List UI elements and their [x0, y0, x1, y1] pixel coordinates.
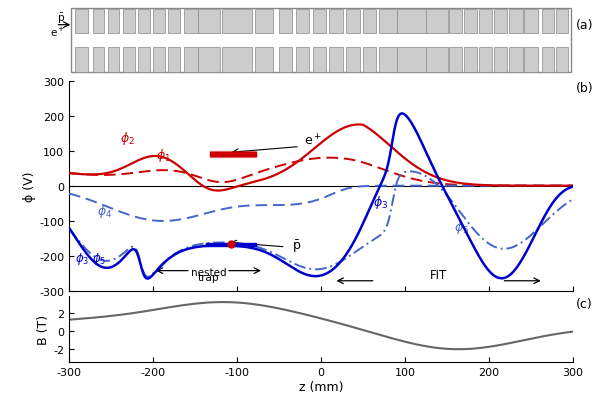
Text: $\phi_3\ \phi_5$: $\phi_3\ \phi_5$: [75, 250, 106, 266]
Bar: [524, 48, 538, 72]
Text: (c): (c): [575, 297, 592, 310]
Bar: [397, 48, 427, 72]
Text: $\mathrm{e}^+$: $\mathrm{e}^+$: [50, 26, 65, 39]
Y-axis label: B (T): B (T): [37, 315, 50, 345]
Bar: [107, 10, 119, 34]
Bar: [509, 10, 523, 34]
Bar: [222, 48, 252, 72]
Bar: [184, 10, 197, 34]
Bar: [329, 48, 343, 72]
Bar: [296, 48, 309, 72]
Bar: [346, 10, 359, 34]
Bar: [199, 10, 220, 34]
Bar: [426, 48, 448, 72]
Bar: [153, 10, 165, 34]
Text: trap: trap: [197, 273, 219, 282]
Text: $\phi_2$: $\phi_2$: [121, 130, 135, 147]
Bar: [494, 10, 508, 34]
Bar: [556, 10, 568, 34]
Bar: [329, 10, 343, 34]
Bar: [75, 48, 88, 72]
Bar: [363, 10, 376, 34]
Bar: [542, 48, 554, 72]
Bar: [363, 48, 376, 72]
Bar: [479, 10, 493, 34]
Bar: [92, 48, 104, 72]
Bar: [379, 10, 397, 34]
Text: $\bar{\mathrm{p}}$: $\bar{\mathrm{p}}$: [292, 238, 301, 255]
Bar: [138, 48, 149, 72]
Bar: [168, 48, 180, 72]
Bar: [346, 48, 359, 72]
Bar: [184, 48, 197, 72]
Bar: [449, 10, 462, 34]
Bar: [449, 48, 462, 72]
Bar: [92, 10, 104, 34]
Text: $\phi_1$: $\phi_1$: [155, 147, 170, 164]
Y-axis label: ϕ (V): ϕ (V): [23, 171, 36, 201]
Bar: [75, 10, 88, 34]
Bar: [222, 10, 252, 34]
Bar: [123, 48, 134, 72]
Bar: [542, 10, 554, 34]
Bar: [509, 48, 523, 72]
Bar: [296, 10, 309, 34]
Bar: [426, 10, 448, 34]
Bar: [464, 10, 477, 34]
Text: $\bar{\mathrm{p}}$: $\bar{\mathrm{p}}$: [56, 12, 65, 26]
Bar: [494, 48, 508, 72]
Bar: [138, 10, 149, 34]
Text: $\phi_3$: $\phi_3$: [373, 194, 388, 210]
Bar: [313, 48, 326, 72]
Bar: [464, 48, 477, 72]
Text: (a): (a): [575, 19, 593, 32]
Bar: [397, 10, 427, 34]
Text: $\phi_4$: $\phi_4$: [97, 203, 112, 220]
X-axis label: z (mm): z (mm): [299, 380, 343, 393]
Bar: [479, 48, 493, 72]
Bar: [168, 10, 180, 34]
Bar: [313, 10, 326, 34]
Bar: [279, 10, 292, 34]
Bar: [556, 48, 568, 72]
Bar: [254, 48, 273, 72]
Text: nested: nested: [191, 267, 226, 277]
Bar: [153, 48, 165, 72]
Text: FIT: FIT: [430, 268, 447, 281]
Text: $\phi_5$: $\phi_5$: [454, 219, 469, 236]
Bar: [279, 48, 292, 72]
Bar: [524, 10, 538, 34]
Bar: [107, 48, 119, 72]
Bar: [123, 10, 134, 34]
Text: (b): (b): [575, 82, 593, 95]
Text: $\mathrm{e}^+$: $\mathrm{e}^+$: [304, 133, 322, 148]
Bar: [199, 48, 220, 72]
Bar: [379, 48, 397, 72]
Bar: [254, 10, 273, 34]
